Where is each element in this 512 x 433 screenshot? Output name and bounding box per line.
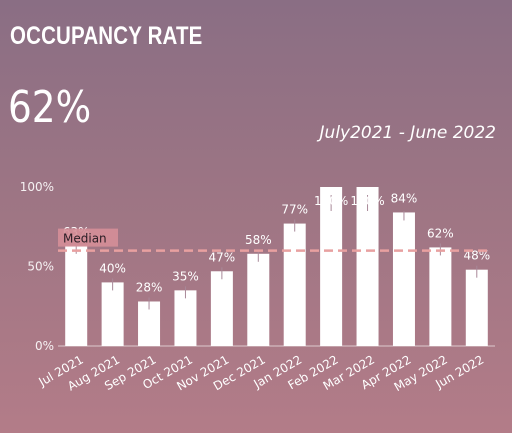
bar bbox=[356, 187, 379, 346]
chart-title: OCCUPANCY RATE bbox=[10, 22, 203, 50]
y-tick-label: 100% bbox=[20, 180, 54, 194]
bar bbox=[429, 247, 452, 346]
data-label: 100% bbox=[350, 194, 384, 208]
data-label: 100% bbox=[314, 194, 348, 208]
data-label: 77% bbox=[281, 203, 308, 217]
y-tick-label: 0% bbox=[35, 339, 54, 353]
bar bbox=[101, 282, 124, 346]
data-label: 40% bbox=[99, 261, 126, 275]
kpi-value: 62% bbox=[8, 82, 92, 133]
bar bbox=[465, 269, 488, 346]
period-label: July2021 - June 2022 bbox=[319, 123, 496, 143]
data-label: 48% bbox=[463, 249, 490, 263]
median-label: Median bbox=[63, 232, 107, 246]
bar bbox=[320, 187, 343, 346]
bar bbox=[210, 271, 233, 346]
bar bbox=[283, 223, 306, 346]
bar bbox=[247, 253, 270, 346]
data-label: 62% bbox=[427, 226, 454, 240]
bar bbox=[138, 301, 161, 346]
bar bbox=[174, 290, 197, 346]
data-label: 58% bbox=[245, 233, 272, 247]
y-tick-label: 50% bbox=[27, 260, 54, 274]
median-label-box bbox=[58, 228, 118, 247]
data-label: 84% bbox=[391, 191, 418, 205]
bar bbox=[65, 245, 88, 346]
data-label: 47% bbox=[209, 250, 236, 264]
data-label: 35% bbox=[172, 269, 199, 283]
data-label: 28% bbox=[136, 280, 163, 294]
bar bbox=[392, 212, 415, 346]
